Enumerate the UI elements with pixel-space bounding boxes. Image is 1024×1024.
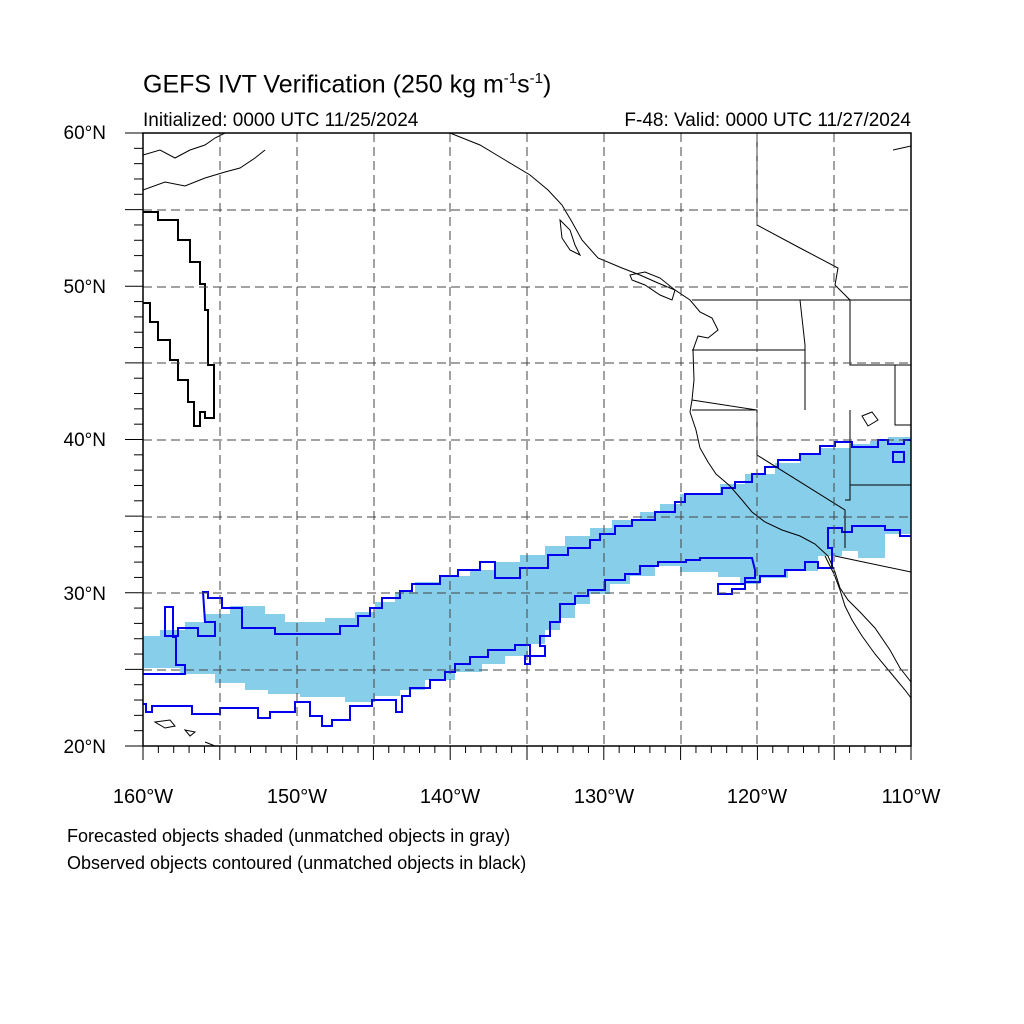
- lat-label-60n: 60°N: [63, 123, 106, 144]
- lat-label-50n: 50°N: [63, 277, 106, 298]
- caption-forecast: Forecasted objects shaded (unmatched obj…: [67, 826, 511, 846]
- graticule: [143, 133, 911, 746]
- axis-ticks: [125, 132, 912, 760]
- caption-observed: Observed objects contoured (unmatched ob…: [67, 853, 527, 873]
- initialized-label: Initialized: 0000 UTC 11/25/2024: [143, 110, 419, 131]
- observed-object-contour: [143, 439, 911, 727]
- map-title: GEFS IVT Verification (250 kg m-1s-1): [143, 70, 552, 99]
- unmatched-observed-contour: [143, 211, 215, 427]
- lat-label-40n: 40°N: [63, 430, 106, 451]
- valid-label: F-48: Valid: 0000 UTC 11/27/2024: [624, 110, 911, 131]
- lon-label-130w: 130°W: [573, 786, 635, 808]
- lat-label-30n: 30°N: [63, 584, 106, 605]
- lon-label-140w: 140°W: [419, 786, 481, 808]
- observed-object-contour-small: [892, 451, 905, 463]
- lon-label-110w: 110°W: [881, 786, 941, 808]
- lon-label-150w: 150°W: [266, 786, 328, 808]
- lat-label-20n: 20°N: [63, 737, 106, 758]
- lon-label-160w: 160°W: [112, 786, 174, 808]
- lon-label-120w: 120°W: [726, 786, 788, 808]
